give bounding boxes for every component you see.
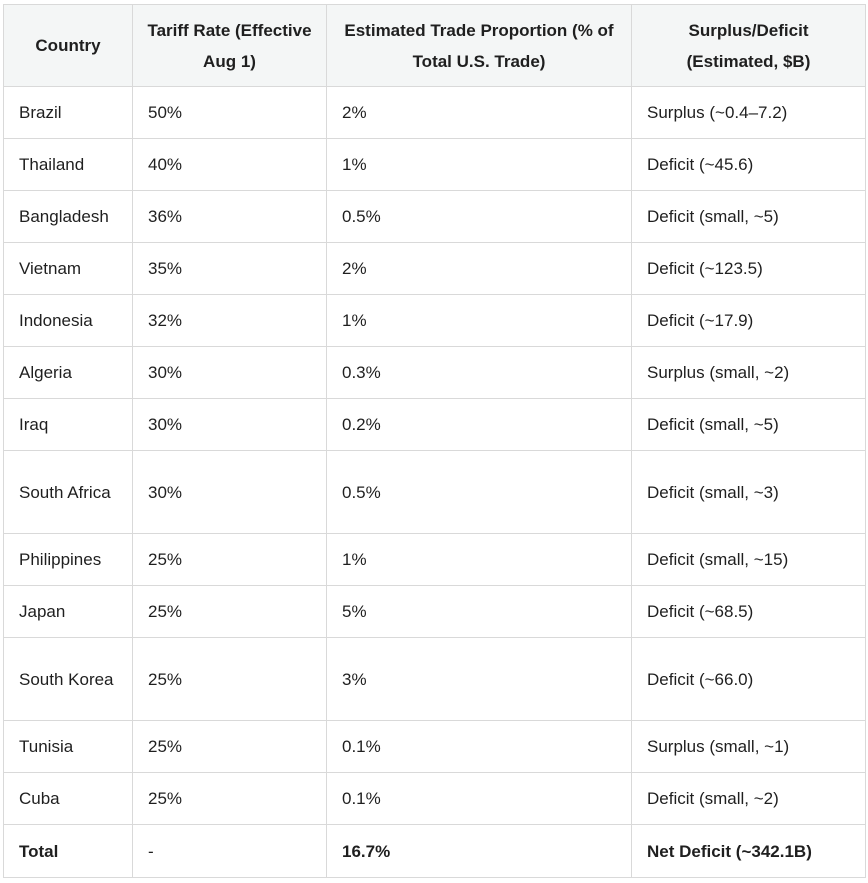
table-row: Iraq 30% 0.2% Deficit (small, ~5) (3, 398, 866, 451)
cell-proportion: 0.2% (326, 398, 632, 451)
cell-country: Thailand (3, 138, 133, 191)
total-balance: Net Deficit (~342.1B) (631, 824, 866, 878)
header-trade-proportion: Estimated Trade Proportion (% of Total U… (326, 4, 632, 87)
cell-country: South Korea (3, 637, 133, 721)
table-row: Philippines 25% 1% Deficit (small, ~15) (3, 533, 866, 586)
cell-balance: Deficit (small, ~15) (631, 533, 866, 586)
cell-balance: Deficit (~66.0) (631, 637, 866, 721)
cell-tariff: 40% (132, 138, 327, 191)
total-row: Total - 16.7% Net Deficit (~342.1B) (3, 824, 866, 878)
cell-tariff: 36% (132, 190, 327, 243)
table-row: Vietnam 35% 2% Deficit (~123.5) (3, 242, 866, 295)
cell-country: Japan (3, 585, 133, 638)
cell-tariff: 30% (132, 346, 327, 399)
cell-balance: Deficit (small, ~5) (631, 190, 866, 243)
cell-proportion: 0.3% (326, 346, 632, 399)
cell-country: Brazil (3, 86, 133, 139)
cell-tariff: 25% (132, 585, 327, 638)
cell-tariff: 35% (132, 242, 327, 295)
header-surplus-deficit: Surplus/Deficit (Estimated, $B) (631, 4, 866, 87)
header-row: Country Tariff Rate (Effective Aug 1) Es… (3, 4, 866, 87)
cell-country: Bangladesh (3, 190, 133, 243)
cell-proportion: 1% (326, 533, 632, 586)
tariff-table: Country Tariff Rate (Effective Aug 1) Es… (3, 4, 866, 878)
cell-balance: Deficit (~68.5) (631, 585, 866, 638)
cell-proportion: 1% (326, 294, 632, 347)
table-row: Bangladesh 36% 0.5% Deficit (small, ~5) (3, 190, 866, 243)
cell-proportion: 1% (326, 138, 632, 191)
table-row: Tunisia 25% 0.1% Surplus (small, ~1) (3, 720, 866, 773)
cell-country: South Africa (3, 450, 133, 534)
cell-proportion: 0.1% (326, 772, 632, 825)
cell-proportion: 3% (326, 637, 632, 721)
cell-balance: Surplus (~0.4–7.2) (631, 86, 866, 139)
cell-tariff: 25% (132, 637, 327, 721)
cell-balance: Surplus (small, ~1) (631, 720, 866, 773)
total-proportion: 16.7% (326, 824, 632, 878)
header-tariff-rate: Tariff Rate (Effective Aug 1) (132, 4, 327, 87)
table-body: Brazil 50% 2% Surplus (~0.4–7.2) Thailan… (3, 86, 866, 878)
cell-country: Philippines (3, 533, 133, 586)
cell-proportion: 0.5% (326, 190, 632, 243)
cell-country: Tunisia (3, 720, 133, 773)
table-row: Japan 25% 5% Deficit (~68.5) (3, 585, 866, 638)
table-row: South Korea 25% 3% Deficit (~66.0) (3, 637, 866, 721)
cell-balance: Surplus (small, ~2) (631, 346, 866, 399)
tariff-table-container: Country Tariff Rate (Effective Aug 1) Es… (3, 4, 866, 878)
cell-tariff: 25% (132, 720, 327, 773)
cell-balance: Deficit (small, ~5) (631, 398, 866, 451)
cell-proportion: 0.5% (326, 450, 632, 534)
header-country: Country (3, 4, 133, 87)
cell-balance: Deficit (small, ~2) (631, 772, 866, 825)
cell-balance: Deficit (small, ~3) (631, 450, 866, 534)
cell-proportion: 2% (326, 242, 632, 295)
table-row: Brazil 50% 2% Surplus (~0.4–7.2) (3, 86, 866, 139)
cell-proportion: 0.1% (326, 720, 632, 773)
total-label: Total (3, 824, 133, 878)
table-row: Indonesia 32% 1% Deficit (~17.9) (3, 294, 866, 347)
table-row: Algeria 30% 0.3% Surplus (small, ~2) (3, 346, 866, 399)
cell-tariff: 30% (132, 398, 327, 451)
cell-country: Algeria (3, 346, 133, 399)
cell-country: Indonesia (3, 294, 133, 347)
cell-tariff: 25% (132, 533, 327, 586)
cell-proportion: 5% (326, 585, 632, 638)
cell-tariff: 25% (132, 772, 327, 825)
cell-country: Vietnam (3, 242, 133, 295)
cell-balance: Deficit (~45.6) (631, 138, 866, 191)
cell-proportion: 2% (326, 86, 632, 139)
cell-balance: Deficit (~123.5) (631, 242, 866, 295)
cell-country: Cuba (3, 772, 133, 825)
cell-tariff: 32% (132, 294, 327, 347)
cell-balance: Deficit (~17.9) (631, 294, 866, 347)
cell-tariff: 50% (132, 86, 327, 139)
total-tariff: - (132, 824, 327, 878)
cell-tariff: 30% (132, 450, 327, 534)
table-header: Country Tariff Rate (Effective Aug 1) Es… (3, 4, 866, 87)
cell-country: Iraq (3, 398, 133, 451)
table-row: Thailand 40% 1% Deficit (~45.6) (3, 138, 866, 191)
table-row: South Africa 30% 0.5% Deficit (small, ~3… (3, 450, 866, 534)
table-row: Cuba 25% 0.1% Deficit (small, ~2) (3, 772, 866, 825)
